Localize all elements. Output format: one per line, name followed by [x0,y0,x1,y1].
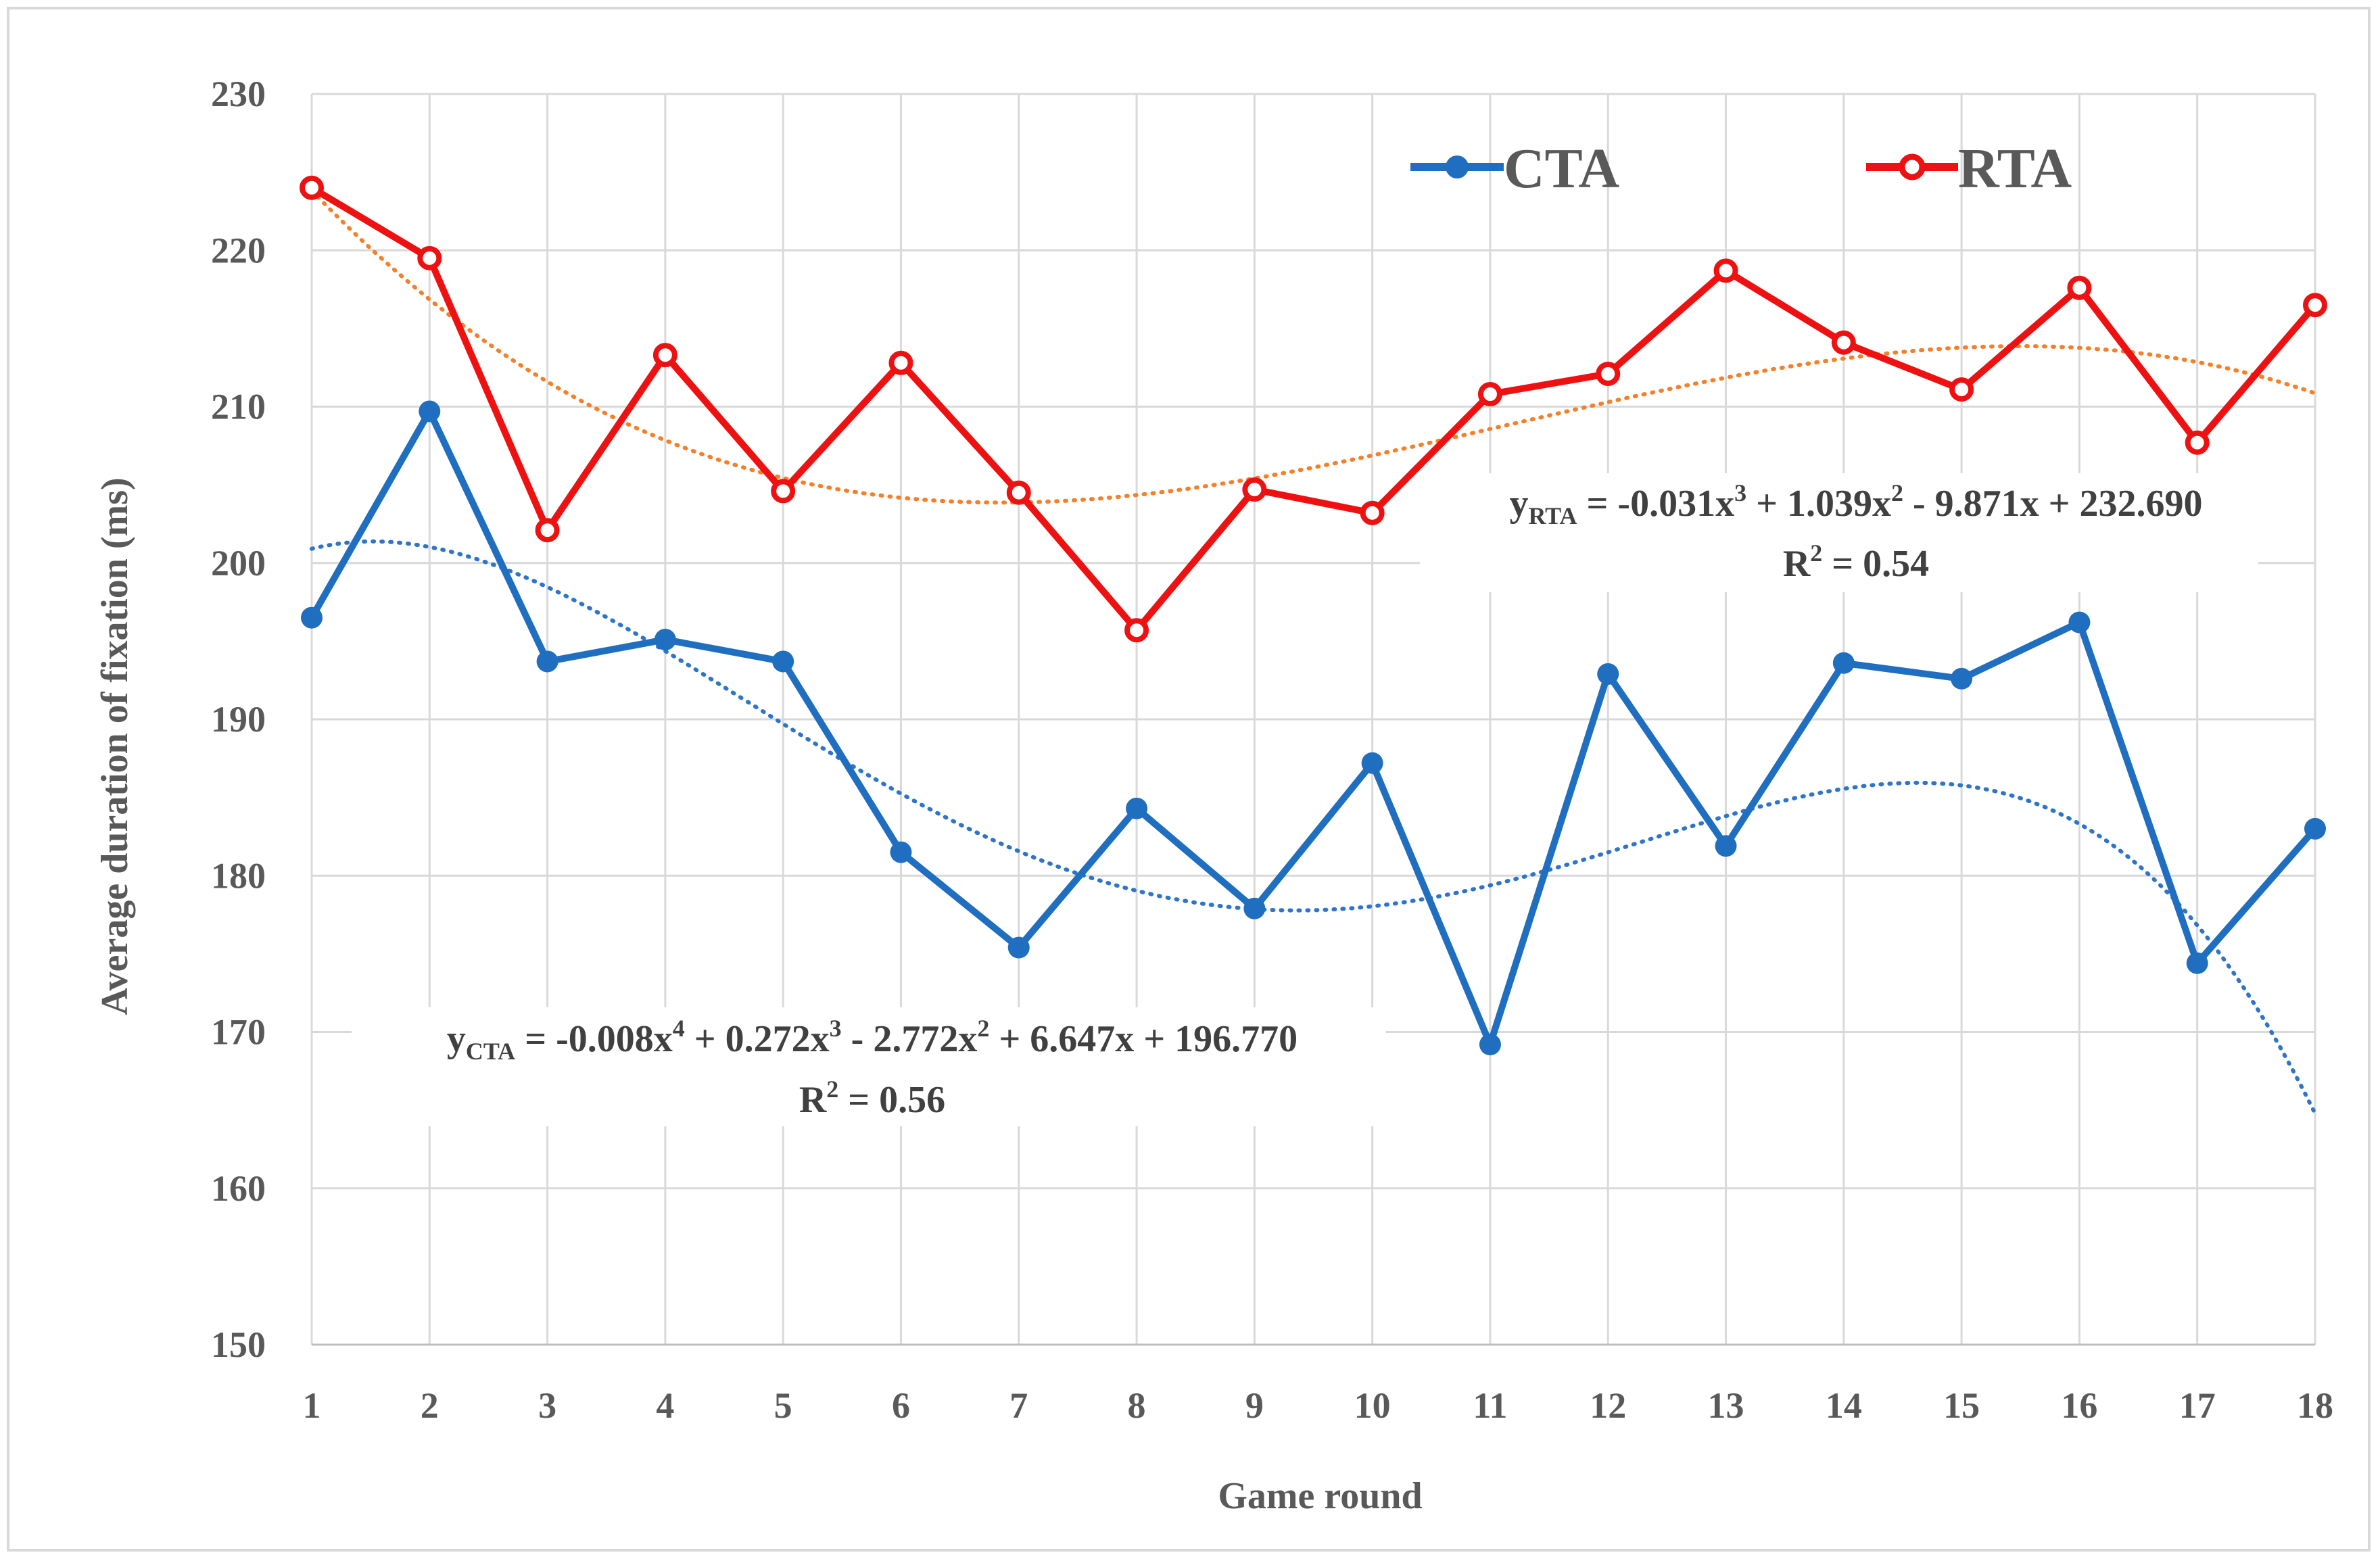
data-point-rta [2303,293,2327,318]
data-point-cta [2304,817,2326,840]
data-point-cta [419,400,441,423]
data-point-rta [1596,361,1621,386]
x-tick-label: 12 [1590,1385,1626,1426]
x-tick-label: 18 [2297,1385,2333,1426]
gridlines [310,93,2316,1346]
data-point-cta [301,606,323,629]
data-point-rta [1831,330,1856,355]
legend-marker-rta [1899,153,1926,181]
data-point-rta [1006,480,1031,505]
legend-marker-cta [1446,155,1469,178]
data-point-rta [1242,477,1267,502]
x-tick-label: 10 [1354,1385,1391,1426]
data-point-cta [1951,667,1973,690]
x-tick-label: 2 [421,1385,439,1426]
data-point-cta [772,650,794,673]
x-tick-label: 9 [1245,1385,1264,1426]
data-point-cta [654,629,676,651]
y-tick-label: 230 [211,74,266,114]
data-point-cta [1361,752,1383,774]
data-point-cta [890,841,912,863]
trendline-cta [310,539,2317,1116]
trend-equation-cta: yCTA = -0.008x4 + 0.272x3 - 2.772x2 + 6.… [447,1015,1298,1065]
x-tick-label: 7 [1009,1385,1028,1426]
r-squared-cta: R2 = 0.56 [799,1076,945,1121]
x-tick-label: 17 [2179,1385,2216,1426]
x-tick-label: 11 [1473,1385,1507,1426]
y-tick-label: 220 [211,230,266,270]
data-point-cta [536,650,558,673]
data-point-cta [1243,897,1266,919]
x-axis-title: Game round [1218,1475,1422,1517]
x-tick-label: 16 [2061,1385,2097,1426]
data-point-cta [1597,663,1619,685]
data-point-rta [1124,618,1149,643]
r-squared-rta: R2 = 0.54 [1783,539,1929,585]
legend-label-cta: CTA [1504,137,1619,200]
data-point-rta [1949,377,1974,402]
x-tick-label: 8 [1128,1385,1146,1426]
data-point-cta [1479,1034,1501,1055]
y-axis-title: Average duration of fixation (ms) [94,477,136,1015]
data-point-rta [1713,258,1738,283]
data-point-cta [1832,652,1855,674]
data-point-cta [2186,952,2208,974]
x-tick-label: 14 [1826,1385,1862,1426]
legend: CTA RTA [1410,137,2072,200]
data-point-rta [771,479,796,504]
y-tick-label: 180 [211,855,266,896]
data-point-cta [1126,797,1148,819]
data-point-rta [2067,275,2092,300]
y-tick-label: 170 [211,1012,266,1053]
x-tick-label: 13 [1708,1385,1744,1426]
data-point-rta [652,343,677,368]
y-tick-label: 210 [211,387,266,427]
data-point-rta [888,350,913,375]
data-point-rta [417,245,442,270]
series-line-rta [308,184,2318,634]
data-point-cta [1715,835,1737,857]
y-tick-label: 200 [211,543,266,583]
data-point-rta [1477,382,1502,406]
data-point-rta [2185,430,2210,455]
x-tick-label: 4 [656,1385,674,1426]
x-tick-label: 3 [538,1385,556,1426]
data-point-cta [2068,611,2091,633]
data-point-cta [1007,936,1030,959]
trend-equation-rta: yRTA = -0.031x3 + 1.039x2 - 9.871x + 232… [1509,479,2202,529]
data-point-rta [1360,500,1385,525]
x-tick-label: 6 [892,1385,910,1426]
series-line-cta [308,408,2318,1048]
y-tick-label: 160 [211,1168,266,1209]
data-point-rta [300,175,324,200]
y-tick-label: 150 [211,1324,266,1365]
chart-frame [7,7,2371,1552]
data-point-rta [535,518,560,543]
legend-label-rta: RTA [1958,137,2072,200]
equation-bg-rta [1420,473,2258,592]
x-tick-label: 1 [303,1385,321,1426]
y-tick-label: 190 [211,699,266,740]
x-tick-label: 5 [774,1385,792,1426]
trendline-rta [310,188,2317,505]
x-tick-label: 15 [1943,1385,1980,1426]
equation-bg-cta [352,1007,1386,1126]
